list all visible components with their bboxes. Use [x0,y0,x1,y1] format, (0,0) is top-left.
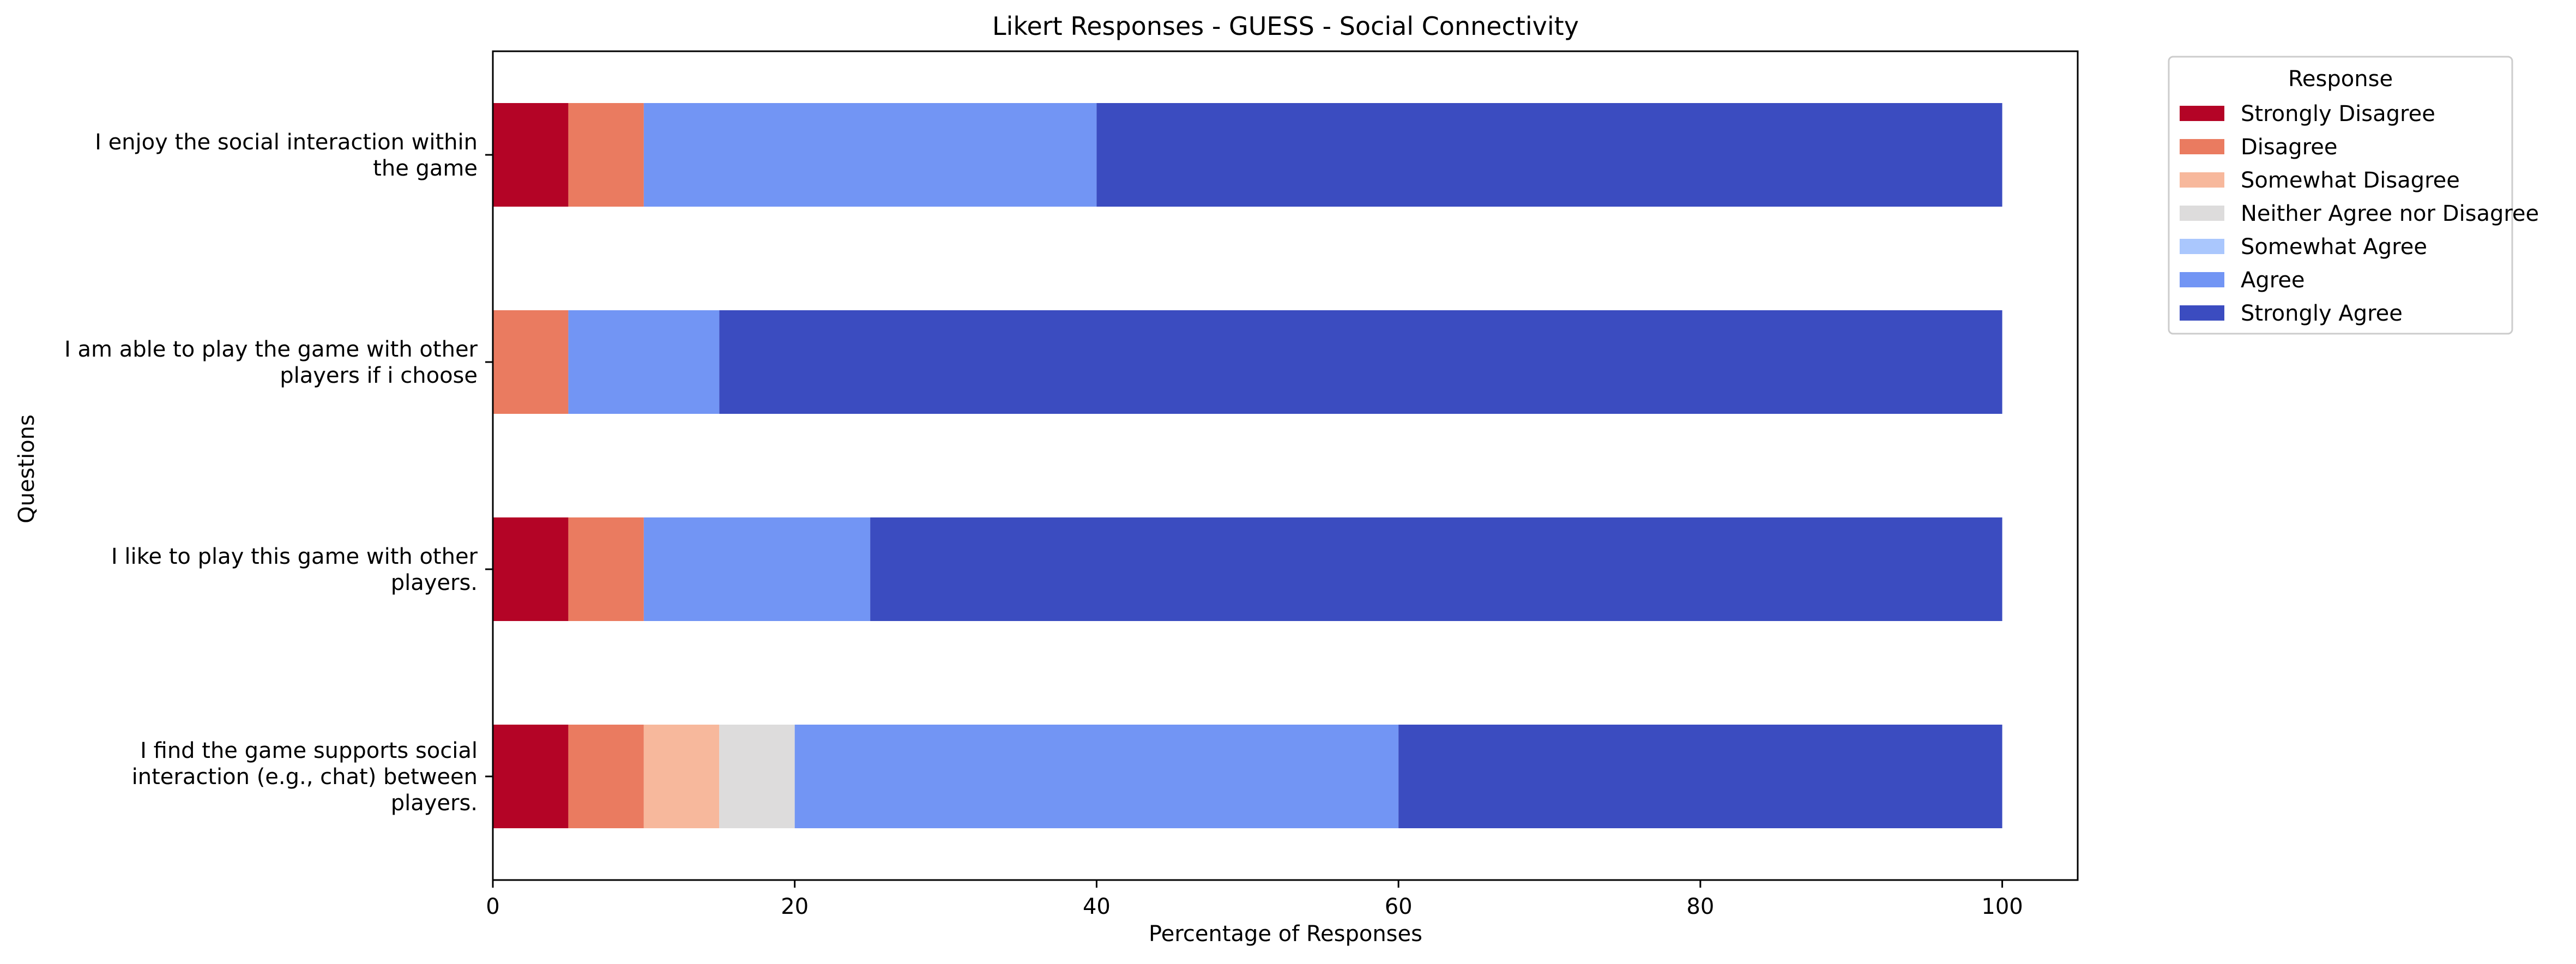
x-ticks-layer: 0 20 40 60 80 100 [486,880,2023,919]
bar-q0-s5 [643,103,1097,207]
legend-swatch [2180,305,2224,321]
legend-entry: Somewhat Disagree [2241,168,2460,193]
bar-q3-s1 [568,725,644,828]
bar-q0-s0 [493,103,569,207]
bar-q2-s1 [568,517,644,621]
x-tick-label: 80 [1686,894,1714,919]
y-tick-label-line: players. [391,791,478,816]
legend-entry: Somewhat Agree [2241,234,2427,260]
y-tick-label: I am able to play the game with other pla… [64,337,478,388]
y-tick-label: I find the game supports social interacti… [132,738,478,816]
legend-entry: Strongly Agree [2241,301,2403,326]
legend-entry: Strongly Disagree [2241,101,2435,126]
bar-q2-s0 [493,517,569,621]
x-tick-label: 40 [1083,894,1111,919]
legend-title: Response [2288,67,2393,92]
legend-swatch [2180,272,2224,287]
bar-q0-s6 [1096,103,2002,207]
bar-q0-s1 [568,103,644,207]
y-tick-label-line: I like to play this game with other [111,544,478,569]
bar-q2-s6 [870,517,2002,621]
y-ticks-layer: I enjoy the social interaction within the… [64,130,493,816]
x-tick-label: 100 [1981,894,2023,919]
legend-entry: Agree [2241,268,2305,293]
y-axis-label: Questions [14,414,39,523]
y-tick-label: I enjoy the social interaction within the… [95,130,478,181]
legend-swatch [2180,172,2224,188]
x-axis-label: Percentage of Responses [1149,921,1422,947]
y-tick-label-line: I find the game supports social [140,738,478,763]
y-tick-label-line: the game [373,156,478,181]
y-tick-label: I like to play this game with other playe… [111,544,478,595]
legend: Response Strongly Disagree Disagree Somewh… [2168,56,2539,335]
y-tick-label-line: I am able to play the game with other [64,337,478,362]
legend-swatch [2180,106,2224,121]
x-tick-label: 20 [781,894,809,919]
x-tick-label: 60 [1385,894,1413,919]
bar-q1-s1 [493,310,569,414]
bar-q3-s3 [719,725,795,828]
x-tick-label: 0 [486,894,499,919]
legend-swatch [2180,239,2224,254]
legend-entry: Neither Agree nor Disagree [2241,201,2539,226]
legend-swatch [2180,139,2224,154]
bars-layer [493,103,2002,828]
bar-q2-s5 [643,517,871,621]
bar-q3-s6 [1398,725,2002,828]
plot-frame [492,50,2079,881]
bar-q3-s5 [794,725,1399,828]
y-tick-label-line: interaction (e.g., chat) between [132,764,478,790]
y-tick-label-line: players if i choose [280,363,478,388]
legend-swatch [2180,206,2224,221]
legend-entry: Disagree [2241,135,2337,160]
y-tick-label-line: I enjoy the social interaction within [95,130,478,155]
bar-q1-s5 [568,310,720,414]
y-tick-label-line: players. [391,570,478,595]
legend-frame [2168,56,2513,335]
bar-q3-s0 [493,725,569,828]
bar-q3-s2 [643,725,720,828]
chart-title: Likert Responses - GUESS - Social Connec… [992,11,1579,41]
bar-q1-s6 [719,310,2002,414]
